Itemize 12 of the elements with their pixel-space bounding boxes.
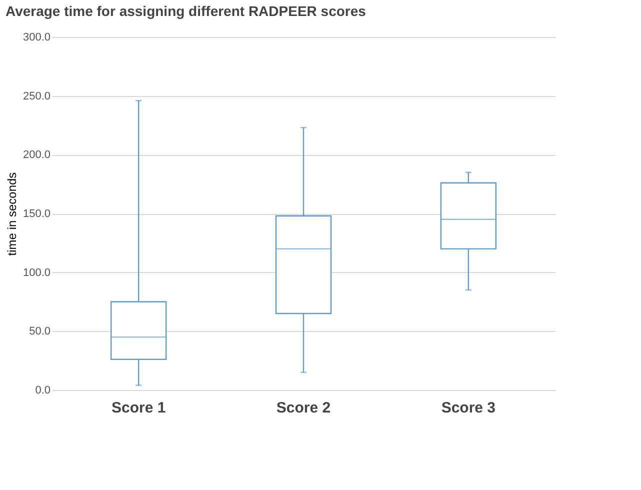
y-tick-label: 50.0: [29, 326, 50, 338]
x-tick-label: Score 1: [111, 400, 166, 416]
y-tick-label: 200.0: [22, 149, 50, 162]
chart-title: Average time for assigning different RADPEER scores: [5, 3, 366, 19]
y-tick-label: 100.0: [22, 266, 50, 279]
x-tick-label: Score 3: [441, 400, 496, 416]
y-axis-title: time in seconds: [4, 172, 19, 256]
y-tick-label: 150.0: [22, 208, 50, 220]
y-tick-label: 300.0: [22, 32, 50, 44]
y-tick-label: 250.0: [22, 90, 50, 102]
y-tick-label: 0.0: [35, 384, 50, 396]
x-tick-label: Score 2: [276, 400, 331, 416]
